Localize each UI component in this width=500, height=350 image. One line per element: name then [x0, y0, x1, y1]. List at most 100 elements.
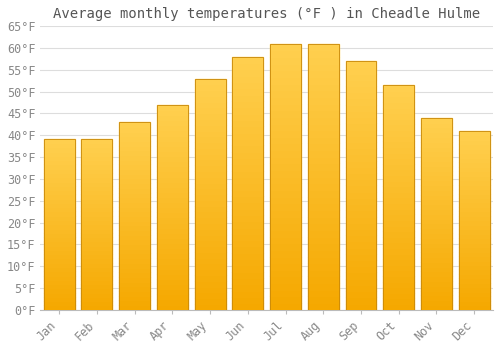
- Bar: [270, 117, 301, 124]
- Bar: [421, 195, 452, 200]
- Bar: [119, 244, 150, 249]
- Bar: [346, 68, 376, 74]
- Bar: [346, 285, 376, 291]
- Bar: [157, 202, 188, 207]
- Bar: [44, 203, 74, 207]
- Bar: [421, 147, 452, 152]
- Bar: [194, 240, 226, 246]
- Bar: [157, 156, 188, 161]
- Bar: [157, 269, 188, 274]
- Bar: [44, 237, 74, 241]
- Bar: [232, 177, 264, 183]
- Bar: [458, 301, 490, 305]
- Bar: [458, 184, 490, 189]
- Bar: [458, 131, 490, 135]
- Bar: [157, 125, 188, 131]
- Bar: [458, 180, 490, 184]
- Bar: [194, 154, 226, 160]
- Bar: [157, 304, 188, 310]
- Bar: [458, 279, 490, 283]
- Bar: [308, 57, 338, 64]
- Bar: [458, 167, 490, 171]
- Bar: [346, 229, 376, 235]
- Bar: [384, 175, 414, 181]
- Bar: [82, 288, 112, 293]
- Bar: [194, 107, 226, 113]
- Bar: [421, 209, 452, 214]
- Bar: [157, 238, 188, 243]
- Bar: [157, 105, 188, 110]
- Bar: [270, 57, 301, 64]
- Bar: [44, 258, 74, 263]
- Bar: [384, 254, 414, 259]
- Bar: [82, 275, 112, 280]
- Bar: [194, 165, 226, 171]
- Bar: [119, 202, 150, 206]
- Bar: [270, 230, 301, 237]
- Bar: [270, 84, 301, 90]
- Bar: [82, 258, 112, 263]
- Bar: [194, 258, 226, 264]
- Bar: [270, 303, 301, 310]
- Bar: [157, 289, 188, 294]
- Bar: [308, 243, 338, 250]
- Bar: [346, 80, 376, 86]
- Bar: [421, 243, 452, 247]
- Bar: [421, 238, 452, 243]
- Bar: [44, 190, 74, 194]
- Bar: [119, 164, 150, 169]
- Bar: [119, 305, 150, 310]
- Bar: [232, 89, 264, 95]
- Bar: [384, 299, 414, 304]
- Bar: [232, 278, 264, 285]
- Bar: [458, 149, 490, 153]
- Bar: [82, 186, 112, 190]
- Bar: [270, 157, 301, 163]
- Bar: [458, 194, 490, 198]
- Bar: [308, 276, 338, 283]
- Bar: [82, 160, 112, 164]
- Bar: [157, 110, 188, 115]
- Bar: [194, 188, 226, 194]
- Bar: [194, 200, 226, 206]
- Bar: [270, 263, 301, 270]
- Bar: [346, 204, 376, 210]
- Bar: [232, 228, 264, 234]
- Bar: [346, 173, 376, 179]
- Bar: [270, 97, 301, 104]
- Bar: [232, 215, 264, 221]
- Bar: [119, 150, 150, 155]
- Bar: [270, 137, 301, 143]
- Bar: [308, 77, 338, 84]
- Bar: [119, 197, 150, 202]
- Bar: [44, 147, 74, 152]
- Bar: [421, 286, 452, 290]
- Bar: [308, 90, 338, 97]
- Bar: [194, 287, 226, 292]
- Bar: [346, 61, 376, 310]
- Bar: [270, 183, 301, 190]
- Bar: [119, 291, 150, 296]
- Bar: [458, 176, 490, 180]
- Bar: [232, 202, 264, 209]
- Bar: [82, 293, 112, 297]
- Bar: [119, 263, 150, 267]
- Bar: [458, 140, 490, 144]
- Bar: [157, 182, 188, 187]
- Bar: [421, 295, 452, 300]
- Bar: [270, 177, 301, 183]
- Bar: [194, 79, 226, 84]
- Bar: [232, 126, 264, 133]
- Bar: [194, 90, 226, 96]
- Bar: [44, 186, 74, 190]
- Bar: [384, 147, 414, 153]
- Bar: [194, 96, 226, 102]
- Bar: [119, 136, 150, 141]
- Bar: [194, 269, 226, 275]
- Bar: [44, 177, 74, 182]
- Bar: [157, 228, 188, 233]
- Bar: [44, 211, 74, 216]
- Bar: [270, 210, 301, 217]
- Bar: [308, 124, 338, 130]
- Bar: [82, 229, 112, 233]
